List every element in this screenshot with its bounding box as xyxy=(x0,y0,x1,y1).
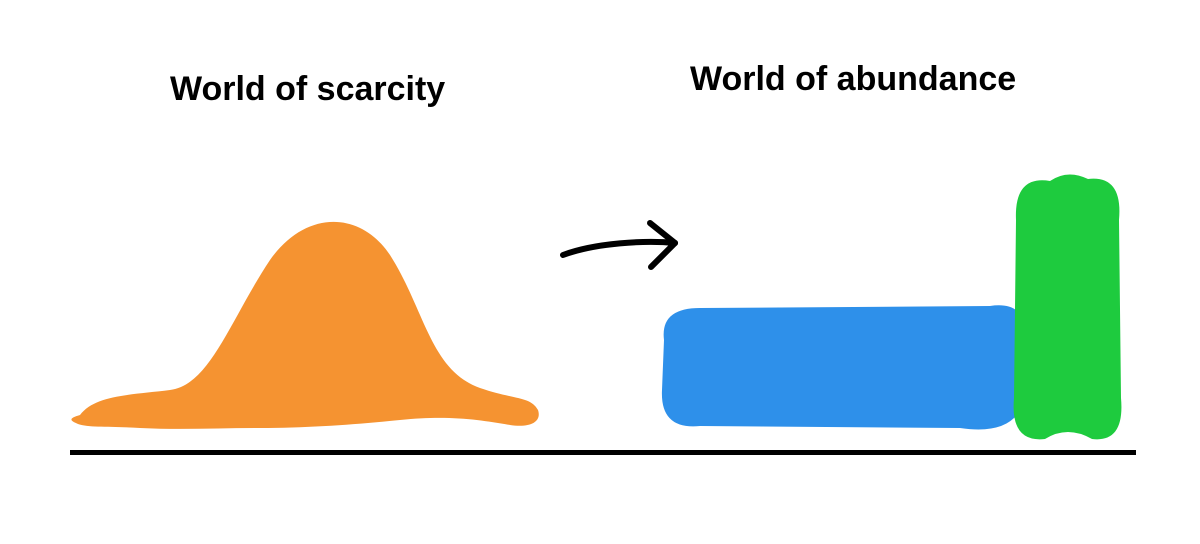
arrow-icon xyxy=(555,215,695,285)
abundance-green-blob xyxy=(1010,175,1125,443)
abundance-blue-blob xyxy=(660,300,1030,430)
diagram-canvas: World of scarcity World of abundance xyxy=(0,0,1200,544)
title-scarcity: World of scarcity xyxy=(170,70,445,109)
baseline xyxy=(70,450,1136,455)
scarcity-blob xyxy=(60,200,560,435)
title-abundance: World of abundance xyxy=(690,60,1016,99)
